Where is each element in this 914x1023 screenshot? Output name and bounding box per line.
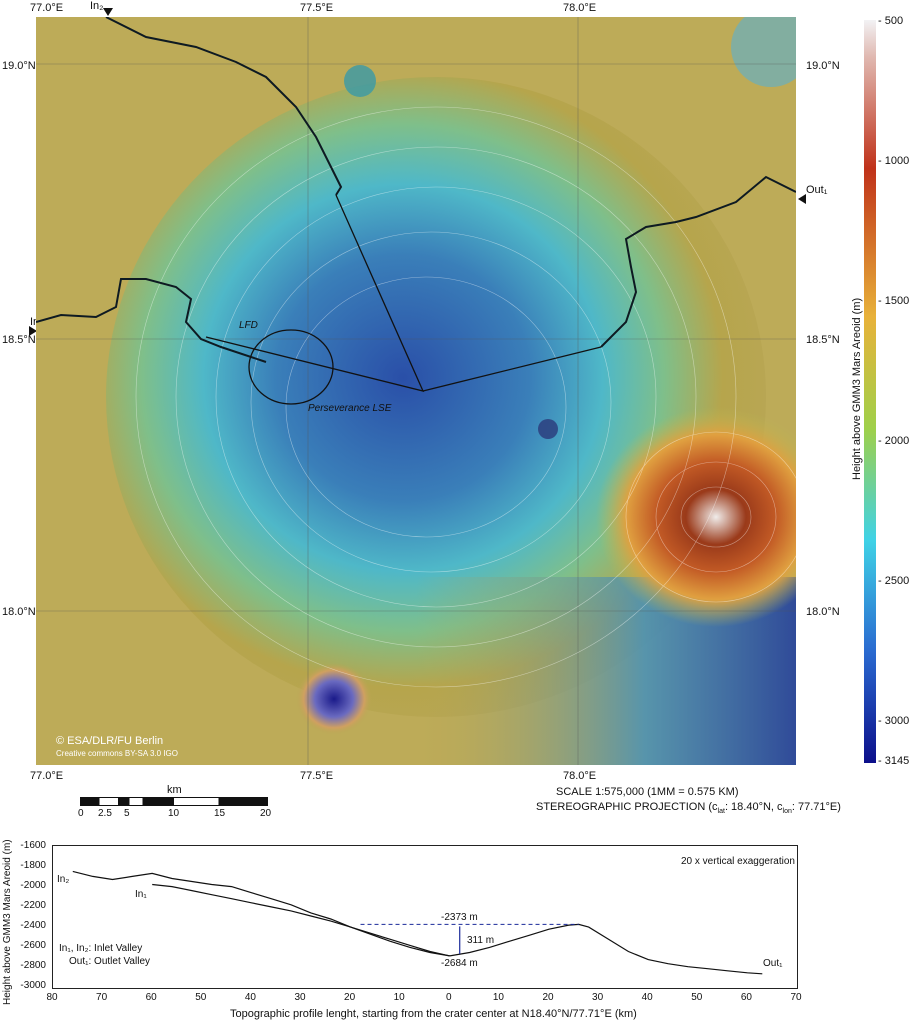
- ytick-0: -1600: [20, 840, 46, 851]
- legend-title: Height above GMM3 Mars Areoid (m): [851, 297, 863, 480]
- scale-tick-5: 5: [124, 808, 130, 819]
- lon-label-top-77-0: 77.0°E: [30, 2, 64, 14]
- profile-xlabel: Topographic profile lenght, starting fro…: [230, 1008, 637, 1020]
- inlet-legend: In₁, In₂: Inlet Valley: [59, 943, 143, 954]
- xtick-1: 70: [96, 992, 108, 1003]
- scale-unit-label: km: [167, 784, 182, 796]
- xtick-3: 50: [195, 992, 207, 1003]
- ytick-4: -2400: [20, 920, 46, 931]
- legend-tick-3000: - 3000: [878, 715, 910, 727]
- lat-label-right-18-0: 18.0°N: [806, 606, 840, 618]
- scale-tick-0: 0: [78, 808, 84, 819]
- in2-profile-label: In₂: [57, 874, 70, 885]
- lon-label-bottom-77-5: 77.5°E: [300, 770, 334, 782]
- ytick-6: -2800: [20, 960, 46, 971]
- perseverance-label: Perseverance LSE: [308, 403, 392, 414]
- in2-top-marker-label: In₂: [90, 0, 104, 12]
- depth-value-label: 311 m: [467, 935, 495, 946]
- xtick-11: 30: [592, 992, 604, 1003]
- lon-label-top-78-0: 78.0°E: [563, 2, 597, 14]
- xtick-0: 80: [46, 992, 58, 1003]
- profile-series-line: [449, 923, 763, 975]
- xtick-4: 40: [244, 992, 256, 1003]
- lat-label-left-18-5: 18.5°N: [2, 334, 36, 346]
- lat-label-right-18-5: 18.5°N: [806, 334, 840, 346]
- legend-tick-500: - 500: [878, 15, 904, 27]
- legend-colorbar: [864, 20, 876, 763]
- map-terrain-svg: [36, 17, 796, 765]
- lat-label-left-19-0: 19.0°N: [2, 60, 36, 72]
- xtick-9: 10: [492, 992, 504, 1003]
- xtick-7: 10: [393, 992, 405, 1003]
- scale-text: SCALE 1:575,000 (1MM = 0.575 KM): [556, 786, 739, 798]
- profile-chart-svg: [72, 870, 763, 975]
- profile-chart: 20 x vertical exaggeration In₁, In₂: Inl…: [52, 845, 798, 989]
- legend-tick-1500: - 1500: [878, 295, 910, 307]
- ytick-3: -2200: [20, 900, 46, 911]
- scale-tick-2-5: 2.5: [98, 808, 112, 819]
- xtick-12: 40: [641, 992, 653, 1003]
- xtick-10: 20: [542, 992, 554, 1003]
- in1-profile-label: In₁: [135, 889, 147, 900]
- lon-label-top-77-5: 77.5°E: [300, 2, 334, 14]
- profile-xticks: 80 70 60 50 40 30 20 10 0 10 20 30 40 50 60 70: [0, 992, 914, 1006]
- ytick-2: -2000: [20, 880, 46, 891]
- scale-bar: [80, 797, 268, 806]
- out1-right-arrow-icon: [798, 194, 806, 204]
- out1-profile-label: Out₁: [763, 958, 783, 969]
- topographic-map[interactable]: LFD Perseverance LSE © ESA/DLR/FU Berlin…: [36, 17, 796, 765]
- legend-tick-2000: - 2000: [878, 435, 910, 447]
- lat-label-left-18-0: 18.0°N: [2, 606, 36, 618]
- projection-text: STEREOGRAPHIC PROJECTION (clat: 18.40°N,…: [536, 801, 841, 816]
- xtick-8: 0: [446, 992, 452, 1003]
- vertical-exaggeration-note: 20 x vertical exaggeration: [681, 856, 795, 867]
- profile-series-line: [72, 870, 450, 957]
- xtick-15: 70: [790, 992, 802, 1003]
- legend-tick-1000: - 1000: [878, 155, 910, 167]
- lat-label-right-19-0: 19.0°N: [806, 60, 840, 72]
- outlet-legend: Out₁: Outlet Valley: [69, 956, 151, 967]
- in1-left-arrow-icon: [29, 326, 37, 336]
- xtick-6: 20: [344, 992, 356, 1003]
- xtick-5: 30: [294, 992, 306, 1003]
- copyright-line1: © ESA/DLR/FU Berlin: [56, 735, 164, 747]
- profile-series-line: [152, 883, 450, 957]
- lfd-label: LFD: [239, 320, 258, 331]
- in2-top-arrow-icon: [103, 8, 113, 16]
- out1-right-marker-label: Out₁: [806, 184, 828, 196]
- scale-tick-10: 10: [168, 808, 180, 819]
- lon-label-bottom-77-0: 77.0°E: [30, 770, 64, 782]
- xtick-2: 60: [145, 992, 157, 1003]
- legend-tick-2500: - 2500: [878, 575, 910, 587]
- xtick-13: 50: [691, 992, 703, 1003]
- ytick-1: -1800: [20, 860, 46, 871]
- legend-tick-3145: - 3145: [878, 755, 910, 767]
- scale-tick-15: 15: [214, 808, 226, 819]
- scale-tick-20: 20: [260, 808, 272, 819]
- lon-label-bottom-78-0: 78.0°E: [563, 770, 597, 782]
- copyright-line2: Creative commons BY-SA 3.0 IGO: [56, 749, 178, 758]
- rim-value-label: -2373 m: [441, 912, 478, 923]
- floor-value-label: -2684 m: [441, 958, 478, 969]
- xtick-14: 60: [740, 992, 752, 1003]
- ytick-7: -3000: [20, 980, 46, 991]
- ytick-5: -2600: [20, 940, 46, 951]
